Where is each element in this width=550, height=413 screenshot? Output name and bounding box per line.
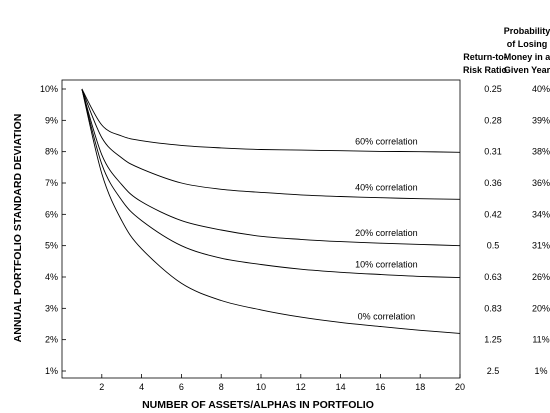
series-line bbox=[81, 88, 461, 153]
table-ratio-value: 0.5 bbox=[487, 241, 500, 251]
x-tick-label: 2 bbox=[99, 382, 104, 392]
table-probability-value: 1% bbox=[534, 366, 547, 376]
y-tick-label: 9% bbox=[45, 115, 58, 125]
table-ratio-value: 2.5 bbox=[487, 366, 500, 376]
table-header-probability: Probability bbox=[504, 26, 550, 36]
y-tick-label: 3% bbox=[45, 303, 58, 313]
table-ratio-value: 0.36 bbox=[484, 178, 502, 188]
table-probability-value: 11% bbox=[532, 335, 549, 345]
y-tick-label: 5% bbox=[45, 241, 58, 251]
table-probability-value: 34% bbox=[532, 209, 550, 219]
series-label: 40% correlation bbox=[355, 183, 418, 193]
table-ratio-value: 1.25 bbox=[484, 335, 502, 345]
series-curves bbox=[81, 88, 461, 334]
table-probability-value: 31% bbox=[532, 241, 550, 251]
y-tick-label: 2% bbox=[45, 335, 58, 345]
y-tick-label: 8% bbox=[45, 147, 58, 157]
x-tick-label: 4 bbox=[139, 382, 144, 392]
table-probability-value: 36% bbox=[532, 178, 550, 188]
x-tick-label: 14 bbox=[336, 382, 346, 392]
table-probability-value: 26% bbox=[532, 272, 550, 282]
table-probability-value: 39% bbox=[532, 115, 550, 125]
x-axis-title: NUMBER OF ASSETS/ALPHAS IN PORTFOLIO bbox=[142, 399, 374, 411]
series-line bbox=[81, 88, 461, 334]
table-ratio-value: 0.28 bbox=[484, 115, 502, 125]
series-label: 0% correlation bbox=[358, 312, 416, 322]
x-tick-label: 10 bbox=[256, 382, 266, 392]
series-labels: 60% correlation 40% correlation 20% correl… bbox=[355, 136, 418, 321]
y-tick-label: 10% bbox=[40, 84, 58, 94]
x-tick-label: 16 bbox=[375, 382, 385, 392]
x-tick-label: 12 bbox=[296, 382, 306, 392]
series-label: 60% correlation bbox=[355, 136, 418, 146]
table-ratio-value: 0.31 bbox=[484, 147, 502, 157]
table-ratio-value: 0.42 bbox=[484, 209, 502, 219]
x-tick-label: 6 bbox=[179, 382, 184, 392]
side-table: Return-to- Risk Ratio Probability of Losing… bbox=[463, 26, 550, 376]
table-ratio-value: 0.83 bbox=[484, 303, 502, 313]
table-header-ratio: Risk Ratio bbox=[463, 65, 508, 75]
table-header-ratio: Return-to- bbox=[463, 52, 507, 62]
y-tick-label: 6% bbox=[45, 209, 58, 219]
x-tick-label: 8 bbox=[219, 382, 224, 392]
table-ratio-value: 0.63 bbox=[484, 272, 502, 282]
y-axis-title: ANNUAL PORTFOLIO STANDARD DEVIATION bbox=[12, 114, 24, 343]
table-header-probability: Money in a bbox=[504, 52, 550, 62]
series-label: 20% correlation bbox=[355, 228, 418, 238]
axes: 1% 2% 3% 4% 5% 6% 7% 8% 9% 10% 2 4 6 8 10 12 14 16 18 20 bbox=[40, 79, 465, 392]
table-probability-value: 20% bbox=[532, 303, 550, 313]
table-ratio-value: 0.25 bbox=[484, 84, 502, 94]
y-tick-label: 1% bbox=[45, 366, 58, 376]
series-label: 10% correlation bbox=[355, 259, 418, 269]
series-line bbox=[81, 88, 461, 200]
y-tick-label: 7% bbox=[45, 178, 58, 188]
x-tick-label: 20 bbox=[455, 382, 465, 392]
series-line bbox=[81, 88, 461, 247]
table-header-probability: Given Year bbox=[504, 65, 550, 75]
x-tick-label: 18 bbox=[415, 382, 425, 392]
table-header-probability: of Losing bbox=[507, 39, 548, 49]
table-probability-value: 38% bbox=[532, 147, 550, 157]
y-tick-label: 4% bbox=[45, 272, 58, 282]
series-line bbox=[81, 88, 461, 279]
table-probability-value: 40% bbox=[532, 84, 550, 94]
